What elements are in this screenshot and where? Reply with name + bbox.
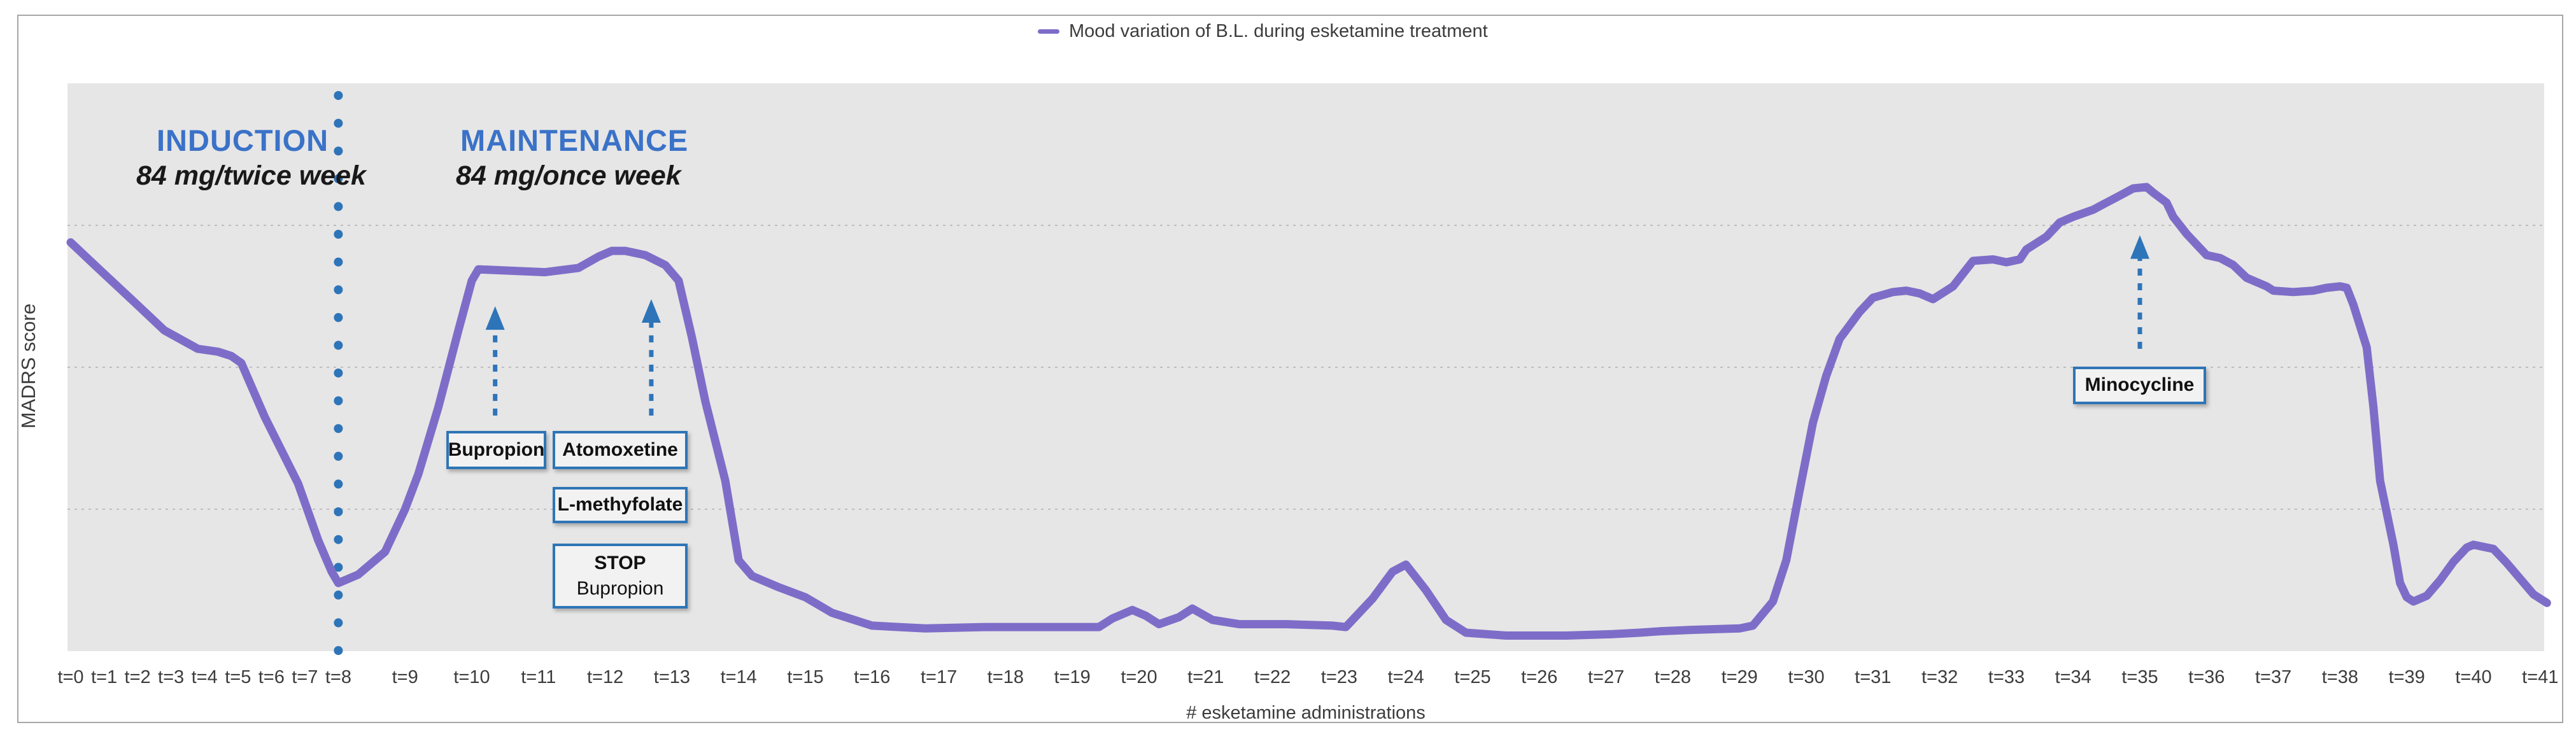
induction-phase-title: INDUCTION: [157, 123, 329, 157]
legend-line-swatch: [1038, 29, 1059, 34]
x-tick-label: t=40: [2455, 667, 2492, 687]
atomoxetine-label: Atomoxetine: [562, 439, 678, 460]
x-tick-label: t=6: [258, 667, 285, 687]
x-tick-label: t=27: [1587, 667, 1625, 687]
x-tick-label: t=20: [1121, 667, 1157, 687]
x-tick-label: t=10: [453, 667, 490, 687]
l-methyfolate-annotation-box: L-methyfolate: [553, 487, 688, 523]
mood-line: [66, 183, 2551, 640]
bupropion-annotation-box: Bupropion: [446, 431, 546, 469]
minocycline-arrow-head: [2130, 235, 2149, 259]
x-tick-label: t=14: [720, 667, 757, 687]
y-axis-title: MADRS score: [17, 303, 39, 429]
induction-dose-label: 84 mg/twice week: [136, 160, 366, 191]
x-tick-label: t=31: [1855, 667, 1892, 687]
minocycline-annotation-box: Minocycline: [2073, 367, 2206, 404]
x-tick-label: t=17: [920, 667, 958, 687]
x-tick-label: t=39: [2388, 667, 2425, 687]
x-tick-label: t=21: [1187, 667, 1224, 687]
x-tick-label: t=7: [292, 667, 318, 687]
x-tick-label: t=29: [1721, 667, 1758, 687]
x-tick-label: t=32: [1921, 667, 1958, 687]
bupropion-arrow-head: [485, 306, 505, 330]
minocycline-label: Minocycline: [2084, 374, 2195, 396]
x-tick-label: t=15: [787, 667, 824, 687]
x-tick-label: t=11: [521, 667, 556, 687]
x-tick-label: t=41: [2522, 667, 2559, 687]
x-tick-label: t=18: [987, 667, 1024, 687]
x-tick-label: t=24: [1387, 667, 1424, 687]
x-tick-label: t=0: [57, 667, 84, 687]
x-tick-label: t=5: [225, 667, 251, 687]
x-tick-label: t=36: [2188, 667, 2225, 687]
x-tick-label: t=3: [158, 667, 185, 687]
x-tick-label: t=28: [1654, 667, 1692, 687]
x-tick-label: t=23: [1320, 667, 1358, 687]
x-tick-label: t=35: [2121, 667, 2158, 687]
x-tick-label: t=8: [325, 667, 351, 687]
stop-label: STOP: [594, 552, 646, 574]
maintenance-phase-title: MAINTENANCE: [460, 123, 689, 157]
legend-label: Mood variation of B.L. during esketamine…: [1069, 21, 1488, 41]
stop-bupropion-annotation-box: STOP Bupropion: [553, 544, 688, 609]
x-tick-label: t=9: [392, 667, 418, 687]
x-tick-label: t=37: [2254, 667, 2292, 687]
x-tick-label: t=26: [1521, 667, 1558, 687]
atomoxetine-arrow-head: [641, 299, 661, 323]
x-tick-label: t=12: [586, 667, 624, 687]
maintenance-dose-label: 84 mg/once week: [456, 160, 681, 191]
legend: Mood variation of B.L. during esketamine…: [1038, 21, 1488, 42]
x-tick-label: t=1: [91, 667, 118, 687]
x-tick-label: t=4: [191, 667, 218, 687]
x-tick-label: t=25: [1454, 667, 1491, 687]
x-tick-label: t=13: [653, 667, 691, 687]
x-axis-title: # esketamine administrations: [1186, 703, 1426, 723]
atomoxetine-annotation-box: Atomoxetine: [553, 431, 688, 469]
stop-bupropion-label: Bupropion: [576, 578, 664, 599]
x-tick-label: t=34: [2055, 667, 2091, 687]
x-tick-label: t=22: [1254, 667, 1291, 687]
bupropion-label: Bupropion: [448, 439, 545, 460]
x-tick-label: t=38: [2321, 667, 2359, 687]
x-tick-label: t=2: [124, 667, 151, 687]
x-tick-label: t=19: [1054, 667, 1091, 687]
x-tick-label: t=33: [1988, 667, 2025, 687]
l-methyfolate-label: L-methyfolate: [557, 494, 683, 516]
x-tick-label: t=16: [854, 667, 891, 687]
x-tick-label: t=30: [1788, 667, 1825, 687]
